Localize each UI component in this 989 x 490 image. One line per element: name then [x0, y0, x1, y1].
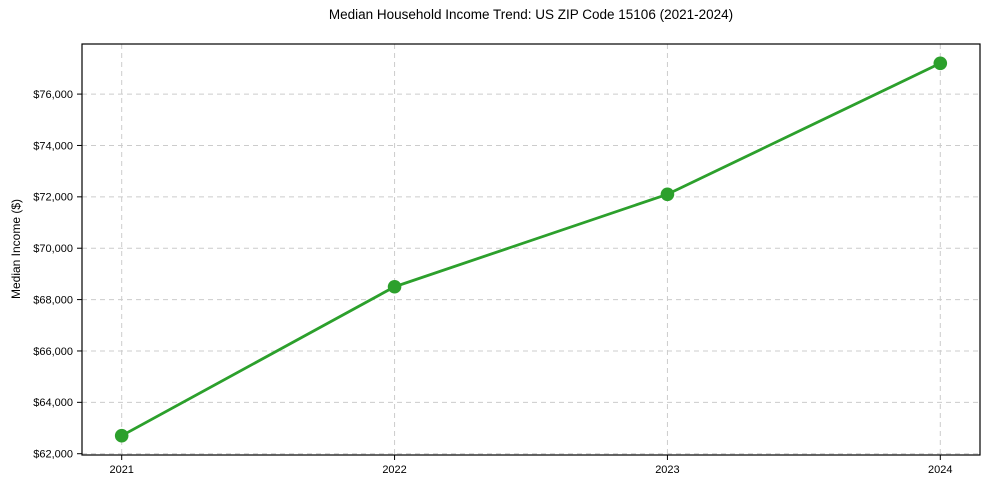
y-tick-label: $72,000	[33, 192, 73, 204]
y-tick-label: $76,000	[33, 89, 73, 101]
trend-line	[120, 61, 942, 438]
data-point-2023	[660, 187, 675, 202]
y-tick-label: $70,000	[33, 243, 73, 255]
y-tick-label: $68,000	[33, 294, 73, 306]
y-tick-label: $66,000	[33, 346, 73, 358]
x-tick-label: 2021	[109, 464, 133, 476]
x-tick-label: 2022	[382, 464, 406, 476]
data-point-2021	[114, 428, 129, 443]
chart-title: Median Household Income Trend: US ZIP Co…	[328, 7, 734, 22]
y-tick-label: $64,000	[33, 397, 73, 409]
data-point-2024	[933, 56, 948, 71]
x-tick-label: 2023	[655, 464, 679, 476]
y-tick-label: $62,000	[33, 449, 73, 461]
y-axis-label: Median Income ($)	[9, 198, 23, 300]
x-tick-label: 2024	[928, 464, 952, 476]
plot-border	[81, 43, 981, 456]
data-point-2022	[387, 279, 402, 294]
y-tick-label: $74,000	[33, 140, 73, 152]
